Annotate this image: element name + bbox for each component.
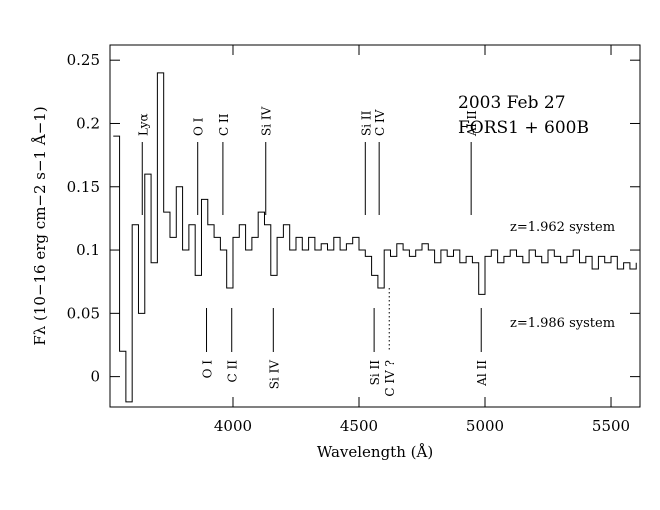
- instrument-note: FORS1 + 600B: [458, 118, 589, 138]
- y-tick-label: 0.2: [76, 114, 100, 132]
- y-tick-label: 0.15: [67, 178, 100, 196]
- line-label: Si II: [359, 110, 373, 136]
- line-label: Al II: [465, 110, 479, 137]
- date-note: 2003 Feb 27: [458, 93, 566, 113]
- y-tick-label: 0.1: [76, 241, 100, 259]
- plot-frame: [109, 44, 641, 408]
- x-tick-label: 4500: [340, 417, 378, 435]
- line-label: C IV ?: [383, 360, 397, 397]
- x-tick-label: 5500: [592, 417, 630, 435]
- line-label: Al II: [475, 360, 489, 387]
- system-note: z=1.986 system: [510, 316, 615, 331]
- line-label: C II: [217, 113, 231, 136]
- line-label: Si IV: [267, 360, 281, 390]
- line-label: Si IV: [260, 106, 274, 136]
- line-label: O I: [201, 360, 215, 379]
- spectrum: [113, 72, 637, 403]
- line-label: O I: [192, 117, 206, 136]
- line-label: C IV: [373, 109, 387, 136]
- line-label: Si II: [368, 360, 382, 386]
- x-axis-label: Wavelength (Å): [317, 443, 433, 461]
- x-tick-label: 4000: [214, 417, 252, 435]
- y-tick-label: 0.05: [67, 304, 100, 322]
- y-axis-label: Fλ (10−16 erg cm−2 s−1 Å−1): [31, 106, 49, 345]
- y-tick-label: 0: [90, 368, 100, 386]
- line-label: C II: [226, 360, 240, 383]
- line-label: Lyα: [136, 113, 150, 136]
- x-tick-label: 5000: [466, 417, 504, 435]
- system-note: z=1.962 system: [510, 220, 615, 235]
- y-tick-label: 0.25: [67, 51, 100, 69]
